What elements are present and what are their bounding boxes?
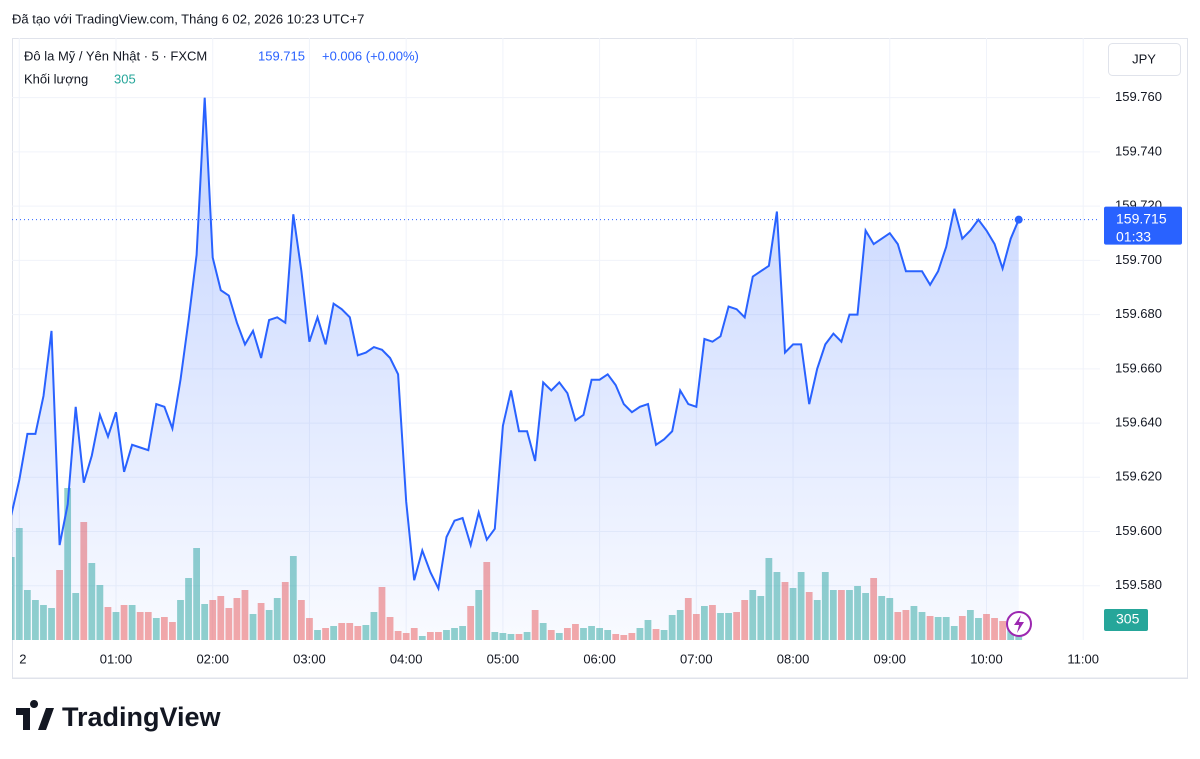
y-tick-label: 159.700 [1115, 252, 1162, 267]
header-volume: 305 [114, 71, 136, 86]
x-tick-label: 04:00 [390, 651, 423, 666]
x-tick-label: 03:00 [293, 651, 326, 666]
currency[interactable]: JPY [1132, 51, 1156, 66]
x-tick-label: 09:00 [873, 651, 906, 666]
y-tick-label: 159.600 [1115, 523, 1162, 538]
price-badge-countdown: 01:33 [1116, 228, 1151, 244]
header-change: +0.006 (+0.00%) [322, 48, 419, 63]
header-price: 159.715 [258, 48, 305, 63]
x-tick-label: 02:00 [196, 651, 229, 666]
x-tick-label: 11:00 [1067, 651, 1099, 666]
y-tick-label: 159.620 [1115, 469, 1162, 484]
last-point [1014, 215, 1023, 224]
volume-label: Khối lượng [24, 71, 88, 86]
axes: 159.580 159.600 159.620 159.640 159.660 159.6… [19, 89, 1162, 666]
watermark: Đã tạo với TradingView.com, Tháng 6 02, … [12, 11, 364, 26]
price-line [12, 97, 1020, 592]
volume-badge-value: 305 [1116, 611, 1140, 627]
y-tick-label: 159.760 [1115, 89, 1162, 104]
x-tick-label: 07:00 [680, 651, 713, 666]
volume-bar [1015, 635, 1023, 640]
logo-text: TradingView [62, 702, 222, 732]
currency-button[interactable] [1108, 43, 1181, 76]
y-tick-label: 159.680 [1115, 306, 1162, 321]
y-tick-label: 159.740 [1115, 143, 1162, 158]
y-tick-label: 159.660 [1115, 360, 1162, 375]
x-tick-label: 05:00 [487, 651, 520, 666]
price-badge-value: 159.715 [1116, 210, 1167, 226]
x-tick-label: 06:00 [583, 651, 616, 666]
x-tick-label: 2 [19, 651, 26, 666]
price-area [12, 97, 1019, 640]
y-tick-label: 159.580 [1115, 577, 1162, 592]
price-badge [1104, 206, 1182, 245]
x-tick-label: 10:00 [970, 651, 1003, 666]
x-tick-label: 01:00 [100, 651, 133, 666]
symbol-title: Đô la Mỹ / Yên Nhật · 5 · FXCM [24, 48, 207, 63]
y-tick-label: 159.640 [1115, 415, 1162, 430]
x-tick-label: 08:00 [777, 651, 810, 666]
alert-bolt [1014, 615, 1024, 633]
volume-badge [1104, 609, 1148, 631]
price-layer [12, 97, 1100, 640]
logo: TradingView [16, 700, 222, 732]
